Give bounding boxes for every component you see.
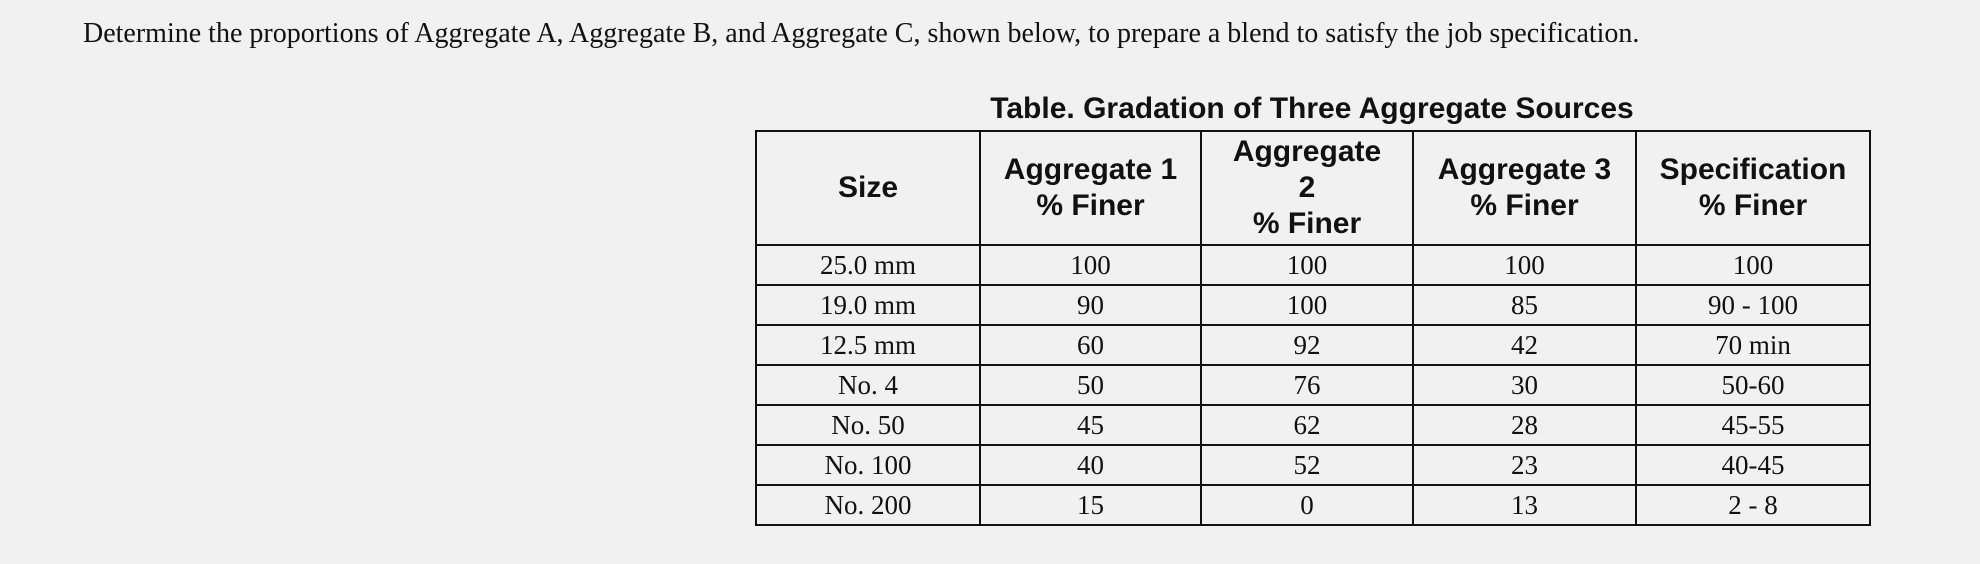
header-line: 2 bbox=[1298, 171, 1316, 204]
header-line: % Finer bbox=[1252, 207, 1362, 240]
prompt: Determine the proportions of Aggregate A… bbox=[83, 18, 1640, 49]
header-line: % Finer bbox=[1698, 189, 1808, 222]
table-cell: 15 bbox=[979, 484, 1202, 526]
header-cell: Aggregate 3% Finer bbox=[1412, 130, 1637, 246]
header-cell: Aggregate 2% Finer bbox=[1200, 130, 1414, 246]
header-line: Aggregate bbox=[1232, 135, 1382, 168]
table-row: No. 4 50 76 30 50-60 bbox=[755, 364, 1871, 406]
table-cell: 90 bbox=[979, 284, 1202, 326]
table-cell: 23 bbox=[1412, 444, 1637, 486]
table-cell: 40 bbox=[979, 444, 1202, 486]
table-cell: 13 bbox=[1412, 484, 1637, 526]
table-cell: 70 min bbox=[1635, 324, 1871, 366]
table-cell: 42 bbox=[1412, 324, 1637, 366]
table-cell: 50 bbox=[979, 364, 1202, 406]
table-cell: 12.5 mm bbox=[755, 324, 981, 366]
header-cell: Aggregate 1% Finer bbox=[979, 130, 1202, 246]
header-line: Size bbox=[837, 171, 899, 204]
table-cell: 62 bbox=[1200, 404, 1414, 446]
table-cell: No. 4 bbox=[755, 364, 981, 406]
table-row: No. 100 40 52 23 40-45 bbox=[755, 444, 1871, 486]
table-cell: 100 bbox=[979, 244, 1202, 286]
table-row: 12.5 mm 60 92 42 70 min bbox=[755, 324, 1871, 366]
header-cell: Size bbox=[755, 130, 981, 246]
table-cell: 76 bbox=[1200, 364, 1414, 406]
table-row: 19.0 mm 90 100 85 90 - 100 bbox=[755, 284, 1871, 326]
table-cell: No. 50 bbox=[755, 404, 981, 446]
table-cell: 100 bbox=[1635, 244, 1871, 286]
table-cell: 60 bbox=[979, 324, 1202, 366]
header-row: Size Aggregate 1% Finer Aggregate 2% Finer A… bbox=[755, 130, 1871, 246]
header-line: % Finer bbox=[1036, 189, 1145, 222]
table-cell: 52 bbox=[1200, 444, 1414, 486]
gradation-table: Size Aggregate 1% Finer Aggregate 2% Finer A… bbox=[755, 130, 1871, 526]
table-cell: 85 bbox=[1412, 284, 1637, 326]
table-cell: No. 100 bbox=[755, 444, 981, 486]
header-line: Aggregate 3 bbox=[1437, 153, 1612, 186]
table-body: 25.0 mm 100 100 100 100 19.0 mm 90 100 85 90 - 10… bbox=[755, 244, 1871, 526]
header-line: Aggregate 1 bbox=[1003, 153, 1178, 186]
table-title: Table. Gradation of Three Aggregate Sour… bbox=[990, 92, 1634, 125]
header-line: Specification bbox=[1659, 153, 1847, 186]
table-cell: 40-45 bbox=[1635, 444, 1871, 486]
table-cell: 28 bbox=[1412, 404, 1637, 446]
table-cell: 100 bbox=[1200, 244, 1414, 286]
table-cell: 25.0 mm bbox=[755, 244, 981, 286]
table-cell: 45 bbox=[979, 404, 1202, 446]
table-cell: 92 bbox=[1200, 324, 1414, 366]
table-cell: 100 bbox=[1412, 244, 1637, 286]
table-cell: 0 bbox=[1200, 484, 1414, 526]
table-cell: 90 - 100 bbox=[1635, 284, 1871, 326]
table-row: No. 50 45 62 28 45-55 bbox=[755, 404, 1871, 446]
table-row: No. 200 15 0 13 2 - 8 bbox=[755, 484, 1871, 526]
table-cell: 30 bbox=[1412, 364, 1637, 406]
table-cell: 2 - 8 bbox=[1635, 484, 1871, 526]
table-cell: 19.0 mm bbox=[755, 284, 981, 326]
table-row: 25.0 mm 100 100 100 100 bbox=[755, 244, 1871, 286]
header-line: % Finer bbox=[1470, 189, 1579, 222]
table-cell: 50-60 bbox=[1635, 364, 1871, 406]
table-cell: 45-55 bbox=[1635, 404, 1871, 446]
table-cell: 100 bbox=[1200, 284, 1414, 326]
header-cell: Specification% Finer bbox=[1635, 130, 1871, 246]
table-cell: No. 200 bbox=[755, 484, 981, 526]
